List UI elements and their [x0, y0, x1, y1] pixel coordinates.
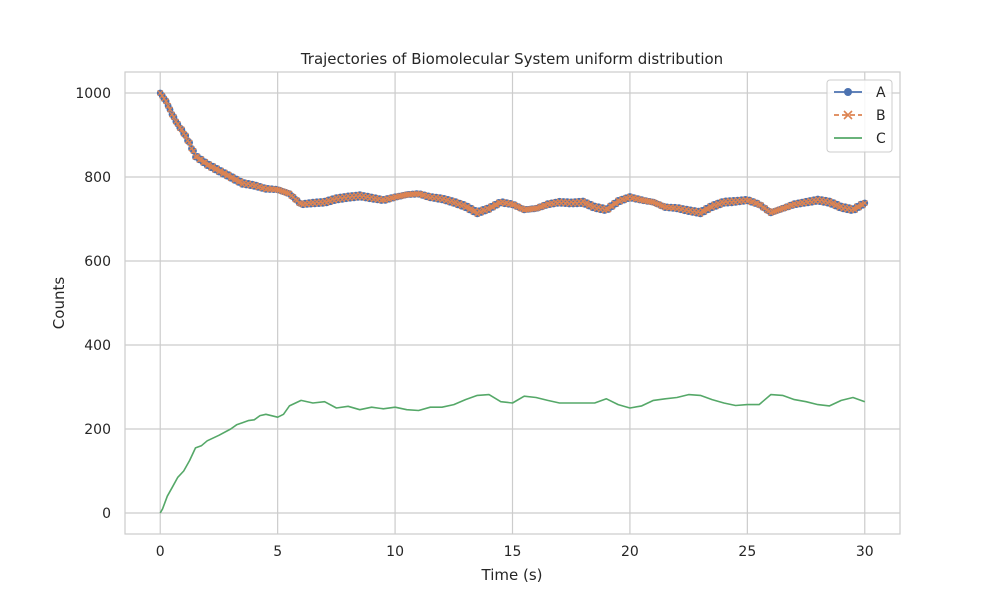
legend-frame — [826, 79, 893, 153]
series-b-point — [779, 205, 786, 212]
series-b-point — [756, 201, 763, 208]
series-b-point — [485, 206, 493, 213]
x-tick-label: 15 — [504, 544, 522, 560]
legend-marker — [843, 110, 853, 120]
legend-label: B — [876, 108, 886, 124]
series-b-point — [775, 206, 782, 213]
x-tick-label: 30 — [856, 544, 874, 560]
series-b-point — [613, 200, 620, 207]
legend-item-b: B — [834, 108, 886, 124]
series-b-point — [190, 147, 197, 154]
x-tick-label: 0 — [156, 544, 165, 560]
series-b-point — [229, 173, 236, 180]
y-tick-label: 400 — [84, 338, 111, 354]
series-b-point — [605, 206, 612, 213]
series-b-point — [225, 171, 232, 178]
x-tick-label: 25 — [738, 544, 756, 560]
series-b-point — [509, 201, 516, 208]
series-b-point — [579, 197, 587, 205]
series-b-point — [697, 210, 704, 217]
series-b-point — [452, 198, 459, 205]
series-b-point — [460, 201, 467, 208]
legend: ABC — [826, 79, 893, 153]
y-tick-label: 800 — [84, 170, 111, 186]
legend-item-a: A — [834, 85, 886, 101]
series-b-point — [861, 199, 868, 207]
y-tick-label: 200 — [84, 422, 111, 438]
series-b-point — [701, 208, 708, 215]
x-tick-label: 5 — [273, 544, 282, 560]
plot-frame — [124, 71, 901, 535]
series-b-point — [826, 197, 833, 205]
series-b-point — [513, 203, 520, 210]
series-b-point — [274, 186, 281, 193]
series-b-point — [159, 92, 166, 99]
series-b-point — [830, 199, 837, 206]
series-b-point — [237, 178, 244, 185]
series-b-point — [186, 139, 193, 146]
series-b-point — [221, 169, 228, 176]
series-b-point — [192, 153, 199, 161]
series-b-point — [198, 156, 205, 163]
series-b-point — [658, 202, 665, 209]
legend-label: C — [876, 131, 886, 147]
series-b-point — [536, 203, 543, 210]
series-b-point — [213, 165, 221, 172]
series-b-point — [609, 203, 616, 210]
y-axis-label: Counts — [50, 277, 68, 330]
series-b-point — [489, 204, 496, 211]
series-b-point — [217, 167, 224, 174]
series-b-point — [182, 132, 189, 139]
series-b-point — [194, 153, 201, 160]
chart-title: Trajectories of Biomolecular System unif… — [300, 50, 723, 68]
x-tick-label: 10 — [386, 544, 404, 560]
series-b-point — [540, 202, 547, 209]
series-b — [157, 89, 868, 217]
series-b-point — [712, 203, 720, 210]
series-b-point — [166, 106, 174, 113]
series-b-point — [783, 203, 790, 210]
y-tick-label: 1000 — [75, 86, 111, 102]
series-b-point — [468, 205, 475, 212]
series-b-point — [654, 200, 661, 208]
series-b-point — [474, 210, 481, 217]
tick-labels: 0 5 10 15 20 25 30 0 200 400 600 800 1000 — [75, 86, 873, 560]
series-b-point — [284, 190, 291, 197]
series-b-point — [174, 120, 181, 128]
series-b-point — [851, 206, 859, 213]
series-b-point — [233, 175, 240, 183]
y-tick-label: 0 — [102, 506, 111, 522]
series-b-point — [478, 209, 485, 216]
series-b-point — [206, 161, 213, 168]
series-b-point — [456, 200, 463, 207]
series-b-point — [705, 206, 712, 213]
grid — [125, 72, 900, 534]
series-b-point — [517, 205, 524, 212]
series-b-point — [587, 201, 594, 208]
legend-item-c: C — [834, 131, 886, 147]
series-layer — [156, 89, 869, 514]
series-b-point — [170, 114, 177, 121]
series-b-point — [178, 126, 185, 133]
series-b-point — [834, 201, 841, 208]
series-c — [159, 393, 866, 514]
series-b-point — [583, 199, 590, 206]
series-b-point — [716, 201, 723, 208]
legend-label: A — [876, 85, 886, 101]
series-b-point — [165, 102, 172, 109]
x-axis-label: Time (s) — [481, 566, 543, 584]
y-tick-label: 600 — [84, 254, 111, 270]
series-b-point — [532, 205, 540, 212]
series-b-point — [787, 202, 794, 209]
x-tick-label: 20 — [621, 544, 639, 560]
series-b-point — [202, 158, 209, 165]
series-b-point — [163, 98, 170, 105]
legend-marker — [844, 88, 852, 96]
series-b-point — [855, 204, 862, 211]
series-c-line — [159, 393, 866, 514]
series-b-point — [210, 163, 217, 170]
series-b-point — [464, 203, 471, 210]
series-b-point — [709, 204, 716, 211]
